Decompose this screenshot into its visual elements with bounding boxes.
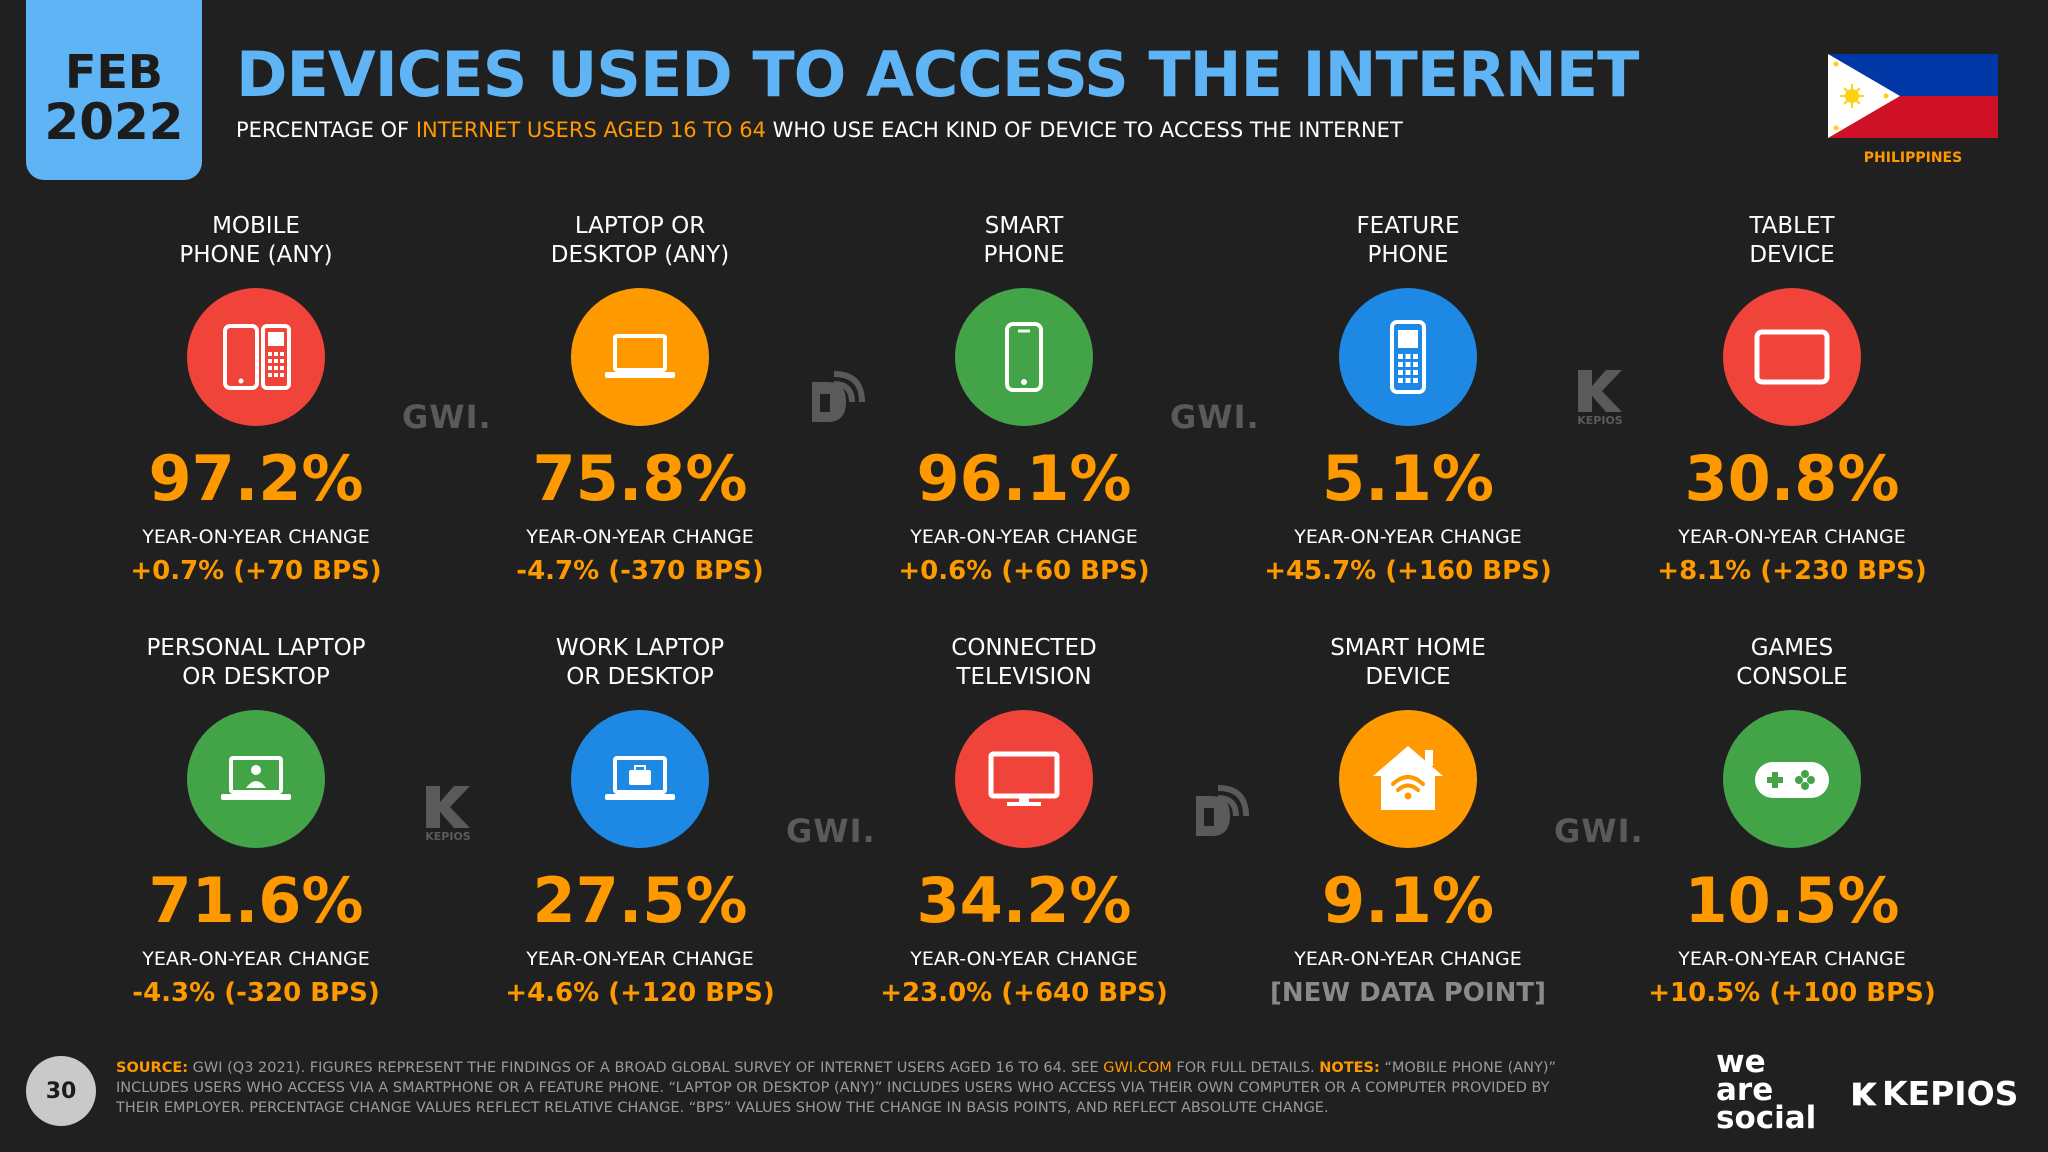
yoy-label: YEAR-ON-YEAR CHANGE	[1678, 948, 1906, 970]
kepios-watermark: KEPIOS	[424, 784, 472, 843]
stat-label: WORK LAPTOP OR DESKTOP	[555, 635, 725, 690]
stat-value: 10.5%	[1684, 864, 1900, 937]
philippines-flag-icon	[1828, 54, 1998, 138]
gwi-watermark: GWI.	[786, 812, 876, 850]
work-laptop-icon	[571, 710, 709, 848]
smartphone-icon	[955, 288, 1093, 426]
yoy-value: +10.5% (+100 BPS)	[1648, 978, 1936, 1008]
stat-feature-phone: FEATURE PHONE 5.1% YEAR-ON-YEAR CHANGE +4…	[1216, 212, 1600, 586]
country-label: PHILIPPINES	[1863, 150, 1963, 166]
stat-value: 97.2%	[148, 442, 364, 515]
yoy-label: YEAR-ON-YEAR CHANGE	[1294, 526, 1522, 548]
stat-value: 5.1%	[1322, 442, 1494, 515]
stat-label: PERSONAL LAPTOP OR DESKTOP	[146, 635, 366, 690]
stat-work-laptop: WORK LAPTOP OR DESKTOP 27.5% YEAR-ON-YEAR…	[448, 634, 832, 1008]
yoy-value: +8.1% (+230 BPS)	[1657, 556, 1927, 586]
personal-laptop-icon	[187, 710, 325, 848]
kepios-watermark: KEPIOS	[1576, 368, 1624, 427]
yoy-value: -4.3% (-320 BPS)	[132, 978, 380, 1008]
date-year: 2022	[44, 93, 184, 151]
television-icon	[955, 710, 1093, 848]
date-badge: FEB 2022	[26, 0, 202, 180]
stat-personal-laptop: PERSONAL LAPTOP OR DESKTOP 71.6% YEAR-ON-…	[64, 634, 448, 1008]
yoy-value: +45.7% (+160 BPS)	[1264, 556, 1552, 586]
laptop-icon	[571, 288, 709, 426]
stat-value: 75.8%	[532, 442, 748, 515]
yoy-label: YEAR-ON-YEAR CHANGE	[526, 948, 754, 970]
yoy-label: YEAR-ON-YEAR CHANGE	[1678, 526, 1906, 548]
yoy-label: YEAR-ON-YEAR CHANGE	[142, 948, 370, 970]
stat-mobile-phone: MOBILE PHONE (ANY) 97.2% YEAR-ON-YEAR CHA…	[64, 212, 448, 586]
gwi-watermark: GWI.	[1554, 812, 1644, 850]
stat-laptop-desktop: LAPTOP OR DESKTOP (ANY) 75.8% YEAR-ON-YEA…	[448, 212, 832, 586]
yoy-label: YEAR-ON-YEAR CHANGE	[910, 948, 1138, 970]
yoy-value: [NEW DATA POINT]	[1270, 978, 1546, 1008]
datareportal-icon	[812, 371, 865, 422]
stat-value: 30.8%	[1684, 442, 1900, 515]
stat-value: 71.6%	[148, 864, 364, 937]
yoy-value: +0.6% (+60 BPS)	[898, 556, 1150, 586]
gwi-watermark: GWI.	[402, 398, 492, 436]
yoy-label: YEAR-ON-YEAR CHANGE	[910, 526, 1138, 548]
yoy-label: YEAR-ON-YEAR CHANGE	[526, 526, 754, 548]
footnote: SOURCE: GWI (Q3 2021). FIGURES REPRESENT…	[116, 1060, 1557, 1116]
yoy-label: YEAR-ON-YEAR CHANGE	[142, 526, 370, 548]
stat-games-console: GAMES CONSOLE 10.5% YEAR-ON-YEAR CHANGE +…	[1600, 634, 1984, 1008]
page-number: 30	[26, 1056, 96, 1126]
stat-smartphone: SMART PHONE 96.1% YEAR-ON-YEAR CHANGE +0.…	[832, 212, 1216, 586]
mobile-and-feature-phone-icon	[187, 288, 325, 426]
stat-label: TABLET DEVICE	[1749, 213, 1835, 268]
yoy-value: -4.7% (-370 BPS)	[516, 556, 764, 586]
game-controller-icon	[1723, 710, 1861, 848]
kepios-logo-icon	[1853, 1082, 1877, 1105]
page-subtitle: PERCENTAGE OF INTERNET USERS AGED 16 TO …	[236, 118, 1403, 142]
stat-value: 27.5%	[532, 864, 748, 937]
page-title: DEVICES USED TO ACCESS THE INTERNET	[236, 38, 1639, 111]
stat-value: 34.2%	[916, 864, 1132, 937]
smart-home-icon	[1339, 710, 1477, 848]
date-month: FEB	[65, 45, 163, 99]
kepios-logo-icon	[426, 786, 470, 828]
stat-connected-tv: CONNECTED TELEVISION 34.2% YEAR-ON-YEAR C…	[832, 634, 1216, 1008]
tablet-icon	[1723, 288, 1861, 426]
stat-label: CONNECTED TELEVISION	[951, 635, 1097, 690]
stat-smart-home: SMART HOME DEVICE 9.1% YEAR-ON-YEAR CHANG…	[1216, 634, 1600, 1008]
stat-label: SMART PHONE	[983, 213, 1065, 268]
kepios-logo: KEPIOS	[1852, 1074, 2018, 1113]
gwi-link[interactable]: GWI.COM	[1103, 1060, 1172, 1076]
yoy-value: +4.6% (+120 BPS)	[505, 978, 775, 1008]
stat-label: FEATURE PHONE	[1356, 213, 1460, 268]
we-are-social-logo: we are social	[1716, 1044, 1817, 1136]
feature-phone-icon	[1339, 288, 1477, 426]
gwi-watermark: GWI.	[1170, 398, 1260, 436]
stat-label: GAMES CONSOLE	[1736, 635, 1848, 690]
datareportal-icon	[1196, 785, 1249, 836]
kepios-logo-icon	[1578, 370, 1622, 412]
stat-value: 9.1%	[1322, 864, 1494, 937]
stat-label: SMART HOME DEVICE	[1330, 635, 1486, 690]
stat-value: 96.1%	[916, 442, 1132, 515]
stat-tablet: TABLET DEVICE 30.8% YEAR-ON-YEAR CHANGE +…	[1600, 212, 1984, 586]
yoy-label: YEAR-ON-YEAR CHANGE	[1294, 948, 1522, 970]
stat-label: MOBILE PHONE (ANY)	[179, 213, 333, 268]
yoy-value: +0.7% (+70 BPS)	[130, 556, 382, 586]
yoy-value: +23.0% (+640 BPS)	[880, 978, 1168, 1008]
stat-label: LAPTOP OR DESKTOP (ANY)	[550, 213, 730, 268]
